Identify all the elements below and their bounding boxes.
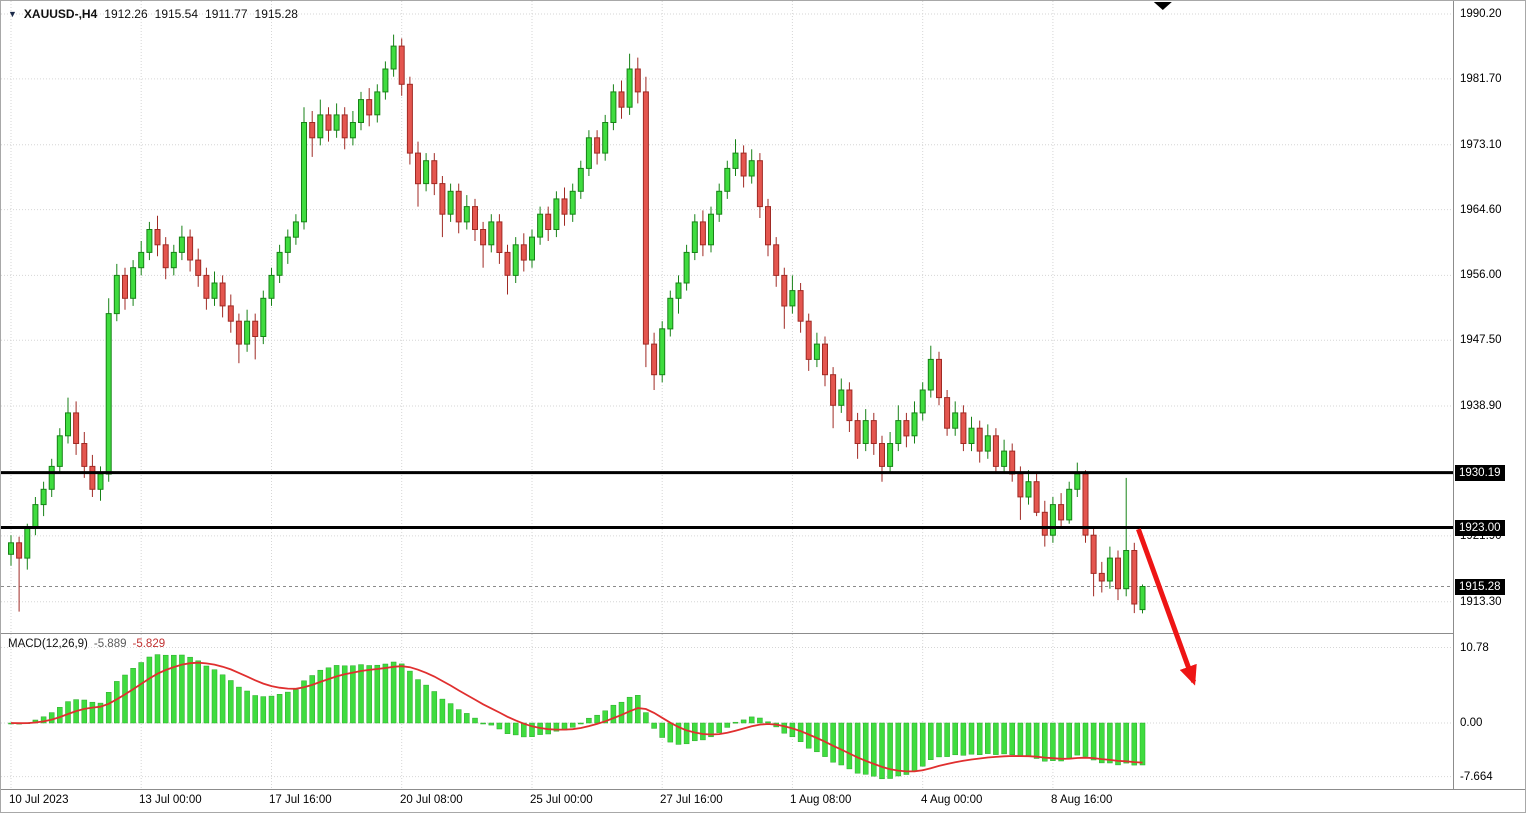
chart-shift-marker[interactable] <box>1153 2 1172 10</box>
macd-main-value: -5.889 <box>93 638 127 650</box>
time-axis-label: 20 Jul 08:00 <box>400 794 463 806</box>
grid-layer <box>1 1 1453 789</box>
open-value: 1912.26 <box>104 7 148 21</box>
close-value: 1915.28 <box>254 7 298 21</box>
time-axis-label: 1 Aug 08:00 <box>790 794 852 806</box>
macd-tick-label: 0.00 <box>1460 717 1483 729</box>
current-price-badge: 1915.28 <box>1455 579 1505 595</box>
macd-tick-label: -7.664 <box>1460 771 1493 783</box>
low-value: 1911.77 <box>205 7 248 21</box>
time-axis-label: 4 Aug 00:00 <box>921 794 983 806</box>
macd-signal-line <box>10 661 1143 773</box>
time-axis-label: 17 Jul 16:00 <box>269 794 332 806</box>
high-value: 1915.54 <box>154 7 199 21</box>
time-axis-label: 25 Jul 00:00 <box>530 794 593 806</box>
macd-histogram <box>8 654 1146 780</box>
time-axis-label: 27 Jul 16:00 <box>660 794 723 806</box>
chart-canvas[interactable] <box>1 1 1453 789</box>
symbol-dropdown-icon: ▼ <box>8 8 17 19</box>
price-tick-label: 1981.70 <box>1460 73 1502 85</box>
price-axis[interactable]: 1990.20 1981.70 1973.10 1964.60 1956.00 1947.… <box>1453 1 1525 789</box>
price-level-badge: 1923.00 <box>1455 520 1505 536</box>
price-tick-label: 1990.20 <box>1460 8 1502 20</box>
price-tick-label: 1964.60 <box>1460 204 1502 216</box>
chart-ohlc-header: ▼ XAUUSD-,H4 1912.26 1915.54 1911.77 191… <box>8 7 298 21</box>
macd-indicator-label: MACD(12,26,9) -5.889 -5.829 <box>8 638 165 650</box>
macd-signal-value: -5.829 <box>132 638 166 650</box>
time-axis[interactable]: 10 Jul 2023 13 Jul 00:00 17 Jul 16:00 20 Ju… <box>1 789 1525 812</box>
time-axis-label: 10 Jul 2023 <box>9 794 69 806</box>
time-axis-label: 13 Jul 00:00 <box>139 794 202 806</box>
time-axis-label: 8 Aug 16:00 <box>1051 794 1113 806</box>
candles-layer <box>8 34 1146 614</box>
macd-tick-label: 10.78 <box>1460 642 1489 654</box>
trend-arrow-annotation[interactable] <box>1136 528 1197 686</box>
price-tick-label: 1973.10 <box>1460 139 1502 151</box>
price-tick-label: 1956.00 <box>1460 269 1502 281</box>
price-level-badge: 1930.19 <box>1455 465 1505 481</box>
symbol-timeframe-label: XAUUSD-,H4 <box>23 7 98 21</box>
price-tick-label: 1938.90 <box>1460 400 1502 412</box>
price-tick-label: 1947.50 <box>1460 334 1502 346</box>
price-tick-label: 1913.30 <box>1460 596 1502 608</box>
macd-name: MACD(12,26,9) <box>8 638 88 650</box>
